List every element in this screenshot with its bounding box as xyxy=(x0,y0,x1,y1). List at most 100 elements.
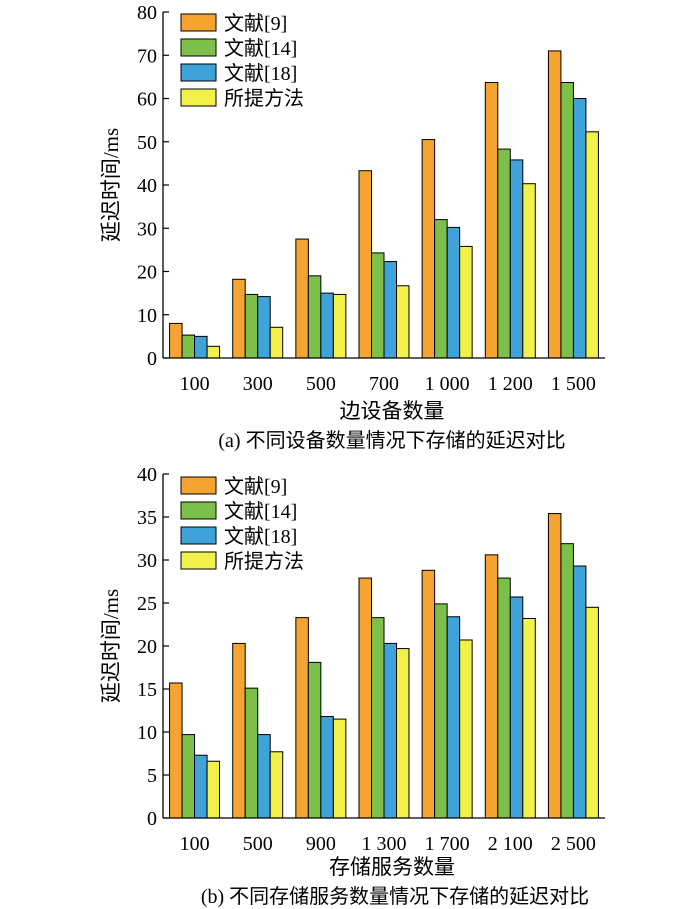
y-tick-label: 0 xyxy=(147,348,157,370)
legend-swatch xyxy=(180,63,217,82)
figure-caption: (b) 不同存储服务数量情况下存储的延迟对比 xyxy=(201,885,589,908)
bar xyxy=(269,326,284,359)
bar xyxy=(307,661,322,819)
legend-swatch xyxy=(180,551,217,570)
x-tick-label: 1 500 xyxy=(551,373,596,395)
bar xyxy=(434,603,448,819)
legend-swatch xyxy=(180,13,217,32)
bar xyxy=(509,596,524,819)
legend: 文献[9]文献[14]文献[18]所提方法 xyxy=(180,12,304,110)
bar xyxy=(497,148,511,359)
y-tick-label: 10 xyxy=(137,305,157,327)
bar xyxy=(459,639,473,819)
bar xyxy=(194,335,208,359)
bar xyxy=(434,219,448,359)
y-tick-label: 70 xyxy=(137,45,157,67)
chart-panel-a: 0 10 20 30 40 50 60 70 80 100 300 500 700 1 000 1 200 1… xyxy=(99,2,605,452)
bar xyxy=(371,617,385,819)
legend-swatch xyxy=(180,526,217,545)
y-tick-label: 35 xyxy=(137,507,157,529)
bar xyxy=(332,293,347,359)
bar xyxy=(572,565,587,819)
legend-label: 文献[9] xyxy=(224,475,287,498)
legend-label: 所提方法 xyxy=(224,87,304,110)
bar xyxy=(509,159,524,359)
bar xyxy=(244,687,259,819)
bar xyxy=(522,183,536,359)
legend-swatch xyxy=(180,501,217,520)
legend-swatch xyxy=(180,476,217,495)
bar xyxy=(194,754,208,819)
bar xyxy=(547,513,562,819)
x-axis-title: 存储服务数量 xyxy=(329,855,455,879)
x-tick-label: 2 100 xyxy=(488,833,533,855)
y-tick-label: 40 xyxy=(137,464,157,486)
x-tick-label: 1 200 xyxy=(488,373,533,395)
bar xyxy=(295,238,309,359)
legend-label: 文献[14] xyxy=(224,37,297,60)
bar xyxy=(332,718,347,819)
x-tick-label: 700 xyxy=(369,373,399,395)
bar xyxy=(257,296,271,359)
bar xyxy=(572,98,587,359)
bar xyxy=(459,245,473,359)
y-tick-label: 80 xyxy=(137,2,157,24)
bar xyxy=(522,617,536,819)
bar xyxy=(307,275,322,359)
y-axis-title: 延迟时间/ms xyxy=(99,589,123,703)
y-tick-label: 30 xyxy=(137,550,157,572)
bar xyxy=(232,642,246,819)
bar xyxy=(383,642,397,819)
bar xyxy=(421,569,436,819)
bar xyxy=(396,648,410,819)
x-tick-label: 900 xyxy=(306,833,336,855)
figure-caption: (a) 不同设备数量情况下存储的延迟对比 xyxy=(218,429,565,452)
legend-swatch xyxy=(180,88,217,107)
x-tick-label: 100 xyxy=(180,373,210,395)
x-tick-label: 100 xyxy=(180,833,210,855)
y-tick-label: 50 xyxy=(137,132,157,154)
y-tick-label: 60 xyxy=(137,89,157,111)
bar xyxy=(181,734,196,819)
bar xyxy=(320,292,334,359)
x-tick-label: 500 xyxy=(243,833,273,855)
bar xyxy=(560,543,574,819)
y-tick-label: 25 xyxy=(137,593,157,615)
bar xyxy=(383,261,397,359)
x-tick-label: 2 500 xyxy=(551,833,596,855)
bar xyxy=(269,751,284,819)
bar xyxy=(484,554,499,819)
legend-label: 文献[9] xyxy=(224,12,287,35)
bar xyxy=(585,606,599,819)
bar xyxy=(244,293,259,359)
x-tick-label: 1 300 xyxy=(362,833,407,855)
bar xyxy=(358,577,372,819)
bar xyxy=(181,334,196,359)
bar xyxy=(257,734,271,819)
bar xyxy=(560,81,574,359)
chart-panel-b: 0 5 10 15 20 25 30 35 40 100 500 900 1 300 1 700 2 100… xyxy=(99,464,605,908)
y-tick-label: 5 xyxy=(147,765,157,787)
bar xyxy=(497,577,511,819)
x-tick-label: 300 xyxy=(243,373,273,395)
legend: 文献[9]文献[14]文献[18]所提方法 xyxy=(180,475,304,573)
bar xyxy=(358,170,372,359)
x-tick-label: 500 xyxy=(306,373,336,395)
legend-label: 所提方法 xyxy=(224,550,304,573)
bar xyxy=(206,760,221,819)
bar xyxy=(484,81,499,359)
legend-swatch xyxy=(180,38,217,57)
bar xyxy=(446,616,461,819)
bar xyxy=(206,345,221,359)
y-tick-label: 40 xyxy=(137,175,157,197)
bar xyxy=(446,226,461,359)
legend-label: 文献[14] xyxy=(224,500,297,523)
y-tick-label: 20 xyxy=(137,636,157,658)
y-axis-title: 延迟时间/ms xyxy=(99,128,123,242)
x-axis-title: 边设备数量 xyxy=(340,399,445,423)
bar xyxy=(169,322,183,359)
bar xyxy=(320,716,334,819)
bar xyxy=(371,252,385,359)
y-tick-label: 10 xyxy=(137,722,157,744)
legend-label: 文献[18] xyxy=(224,525,297,548)
